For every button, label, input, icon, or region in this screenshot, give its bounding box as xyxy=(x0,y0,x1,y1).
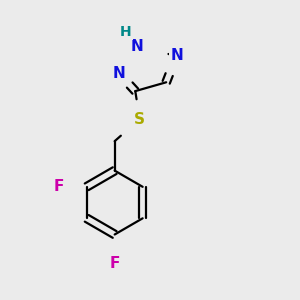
Text: F: F xyxy=(110,256,120,271)
Text: N: N xyxy=(113,66,125,81)
Text: F: F xyxy=(53,179,64,194)
Text: H: H xyxy=(120,25,132,39)
Text: S: S xyxy=(134,112,145,127)
Text: N: N xyxy=(130,39,143,54)
Text: N: N xyxy=(170,48,183,63)
